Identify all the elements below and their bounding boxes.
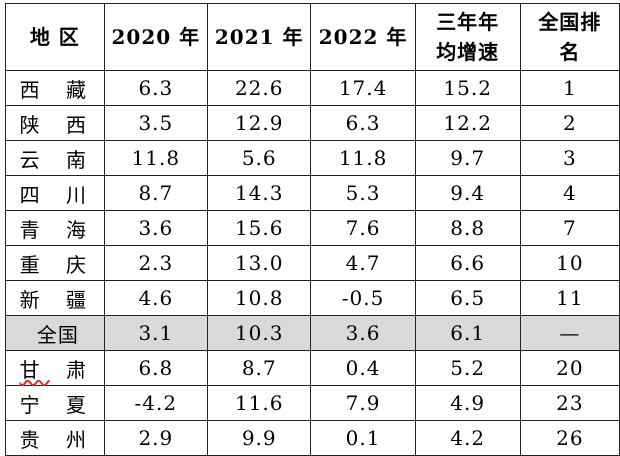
value-cell: -0.5 bbox=[310, 280, 416, 316]
value-cell: 5.3 bbox=[310, 175, 416, 211]
region-cell: 全国 bbox=[5, 315, 105, 351]
region-cell: 西 藏 bbox=[5, 70, 105, 106]
value-cell: 11.8 bbox=[103, 140, 209, 176]
value-cell: 14.3 bbox=[207, 175, 312, 211]
rank-cell: 7 bbox=[519, 210, 620, 246]
value-cell: 11.6 bbox=[207, 385, 312, 421]
rank-cell: 23 bbox=[519, 385, 620, 421]
value-cell: 9.9 bbox=[207, 420, 312, 456]
region-cell: 贵 州 bbox=[5, 420, 105, 456]
rank-cell: 20 bbox=[519, 350, 620, 386]
region-cell: 青 海 bbox=[5, 210, 105, 246]
rank-cell: 11 bbox=[519, 280, 620, 316]
value-cell: -4.2 bbox=[103, 385, 209, 421]
value-cell: 3.6 bbox=[103, 210, 209, 246]
value-cell: 4.2 bbox=[414, 420, 521, 456]
value-cell: 3.6 bbox=[310, 315, 416, 351]
value-cell: 22.6 bbox=[207, 70, 312, 106]
rank-cell: — bbox=[519, 315, 620, 351]
value-cell: 12.2 bbox=[414, 105, 521, 141]
value-cell: 9.7 bbox=[414, 140, 521, 176]
table-row: 重 庆 2.3 13.0 4.7 6.6 10 bbox=[5, 245, 620, 281]
growth-table: 地 区 2020 年 2021 年 2022 年 三年年 均增速 全国排名 西 藏… bbox=[5, 3, 620, 456]
value-cell: 6.6 bbox=[414, 245, 521, 281]
rank-cell: 1 bbox=[519, 70, 620, 106]
value-cell: 15.6 bbox=[207, 210, 312, 246]
region-cell: 新 疆 bbox=[5, 280, 105, 316]
value-cell: 8.8 bbox=[414, 210, 521, 246]
region-cell: 四 川 bbox=[5, 175, 105, 211]
value-cell: 4.7 bbox=[310, 245, 416, 281]
value-cell: 6.1 bbox=[414, 315, 521, 351]
rank-cell: 10 bbox=[519, 245, 620, 281]
value-cell: 6.5 bbox=[414, 280, 521, 316]
value-cell: 2.9 bbox=[103, 420, 209, 456]
rank-cell: 3 bbox=[519, 140, 620, 176]
table-row: 甘 肃 6.8 8.7 0.4 5.2 20 bbox=[5, 350, 620, 386]
region-cell: 云 南 bbox=[5, 140, 105, 176]
value-cell: 12.9 bbox=[207, 105, 312, 141]
value-cell: 8.7 bbox=[207, 350, 312, 386]
table-row: 青 海 3.6 15.6 7.6 8.8 7 bbox=[5, 210, 620, 246]
table-row: 全国 3.1 10.3 3.6 6.1— bbox=[5, 315, 620, 351]
header-row: 地 区 2020 年 2021 年 2022 年 三年年 均增速 全国排名 bbox=[5, 3, 620, 71]
value-cell: 8.7 bbox=[103, 175, 209, 211]
header-region: 地 区 bbox=[5, 3, 105, 71]
header-avg-growth: 三年年 均增速 bbox=[414, 3, 521, 71]
value-cell: 10.8 bbox=[207, 280, 312, 316]
value-cell: 17.4 bbox=[310, 70, 416, 106]
header-2022: 2022 年 bbox=[310, 3, 416, 71]
value-cell: 6.3 bbox=[310, 105, 416, 141]
table-row: 云 南 11.8 5.6 11.8 9.7 3 bbox=[5, 140, 620, 176]
value-cell: 3.1 bbox=[103, 315, 209, 351]
rank-cell: 2 bbox=[519, 105, 620, 141]
value-cell: 6.3 bbox=[103, 70, 209, 106]
region-cell: 甘 肃 bbox=[5, 350, 105, 386]
table-row: 宁 夏 -4.2 11.6 7.9 4.9 23 bbox=[5, 385, 620, 421]
value-cell: 9.4 bbox=[414, 175, 521, 211]
value-cell: 4.9 bbox=[414, 385, 521, 421]
value-cell: 0.1 bbox=[310, 420, 416, 456]
table-row: 西 藏 6.3 22.6 17.4 15.2 1 bbox=[5, 70, 620, 106]
value-cell: 5.6 bbox=[207, 140, 312, 176]
table-row: 四 川 8.7 14.3 5.3 9.4 4 bbox=[5, 175, 620, 211]
value-cell: 7.6 bbox=[310, 210, 416, 246]
header-2020: 2020 年 bbox=[103, 3, 209, 71]
header-rank: 全国排名 bbox=[519, 3, 620, 71]
rank-cell: 4 bbox=[519, 175, 620, 211]
value-cell: 7.9 bbox=[310, 385, 416, 421]
value-cell: 10.3 bbox=[207, 315, 312, 351]
table-body: 西 藏 6.3 22.6 17.4 15.2 1 陕 西 3.5 12.9 6.3 12.2 2 云 南… bbox=[5, 70, 620, 456]
header-2021: 2021 年 bbox=[207, 3, 312, 71]
region-cell: 重 庆 bbox=[5, 245, 105, 281]
value-cell: 3.5 bbox=[103, 105, 209, 141]
value-cell: 2.3 bbox=[103, 245, 209, 281]
value-cell: 6.8 bbox=[103, 350, 209, 386]
table-row: 陕 西 3.5 12.9 6.3 12.2 2 bbox=[5, 105, 620, 141]
value-cell: 11.8 bbox=[310, 140, 416, 176]
table-row: 贵 州 2.9 9.9 0.1 4.2 26 bbox=[5, 420, 620, 456]
table-row: 新 疆 4.6 10.8 -0.5 6.5 11 bbox=[5, 280, 620, 316]
region-cell: 陕 西 bbox=[5, 105, 105, 141]
rank-cell: 26 bbox=[519, 420, 620, 456]
value-cell: 5.2 bbox=[414, 350, 521, 386]
value-cell: 0.4 bbox=[310, 350, 416, 386]
region-cell: 宁 夏 bbox=[5, 385, 105, 421]
value-cell: 15.2 bbox=[414, 70, 521, 106]
value-cell: 13.0 bbox=[207, 245, 312, 281]
value-cell: 4.6 bbox=[103, 280, 209, 316]
